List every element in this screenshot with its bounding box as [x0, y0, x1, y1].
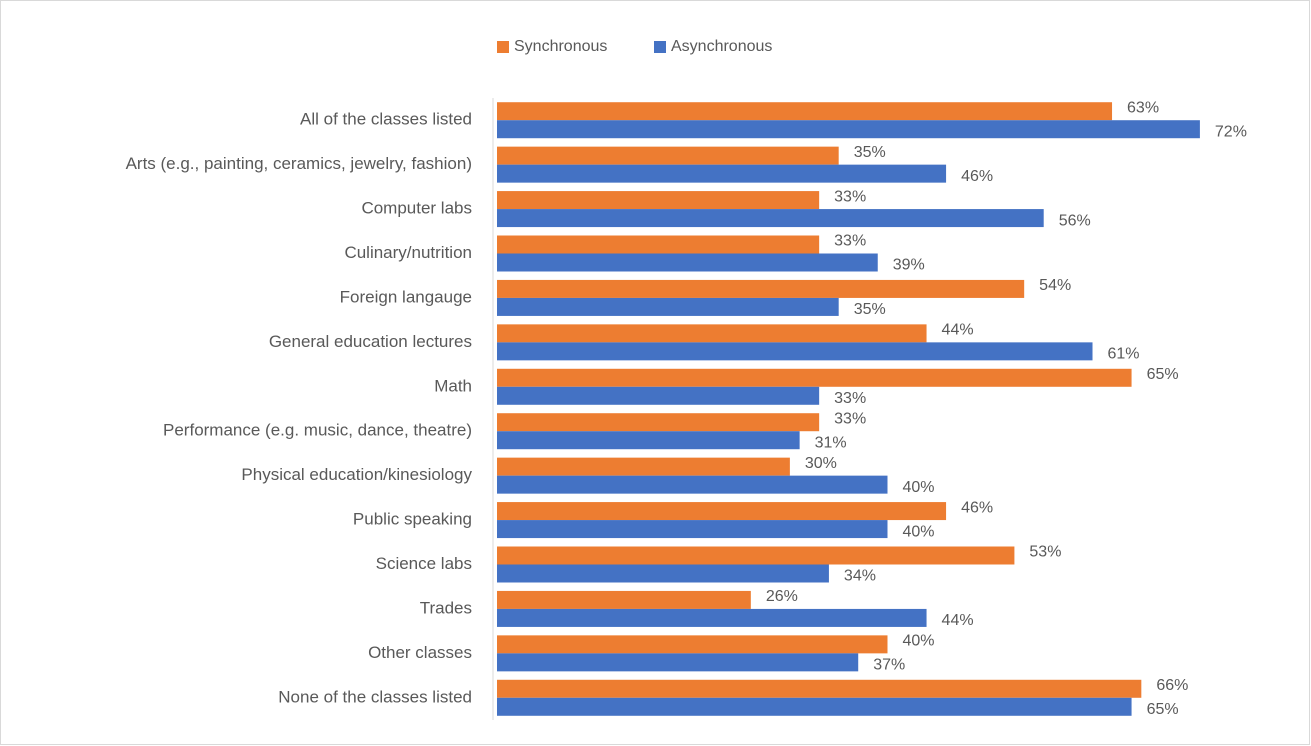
legend-swatch [497, 41, 509, 53]
bar [497, 164, 947, 183]
category-label: General education lectures [269, 332, 472, 351]
bar [497, 386, 820, 405]
value-label: 54% [1039, 277, 1071, 294]
bar [497, 253, 878, 272]
value-label: 61% [1108, 346, 1140, 363]
bar [497, 679, 1142, 698]
value-label: 44% [942, 612, 974, 629]
category-label: All of the classes listed [300, 110, 472, 129]
value-label: 65% [1147, 366, 1179, 383]
value-label: 40% [903, 479, 935, 496]
value-label: 33% [834, 410, 866, 427]
bar [497, 475, 888, 494]
bar [497, 697, 1132, 716]
bar [497, 431, 800, 450]
category-label: Public speaking [353, 510, 472, 529]
bar [497, 590, 751, 609]
bar [497, 546, 1015, 565]
value-label: 26% [766, 588, 798, 605]
value-label: 33% [834, 233, 866, 250]
value-label: 46% [961, 499, 993, 516]
value-label: 46% [961, 168, 993, 185]
category-label: Arts (e.g., painting, ceramics, jewelry,… [126, 154, 472, 173]
category-label: Foreign langauge [340, 287, 472, 306]
category-label: Trades [420, 598, 472, 617]
value-label: 44% [942, 322, 974, 339]
category-label: Science labs [376, 554, 472, 573]
value-label: 40% [903, 633, 935, 650]
bar [497, 297, 839, 316]
value-label: 33% [834, 188, 866, 205]
value-label: 66% [1156, 677, 1188, 694]
category-label: Physical education/kinesiology [241, 465, 472, 484]
bar [497, 324, 927, 343]
bar [497, 120, 1200, 139]
legend-label: Asynchronous [671, 38, 772, 55]
bar [497, 653, 859, 672]
bar [497, 102, 1113, 121]
value-label: 30% [805, 455, 837, 472]
value-label: 40% [903, 523, 935, 540]
bar [497, 279, 1025, 298]
bar [497, 146, 839, 165]
value-label: 33% [834, 390, 866, 407]
bar [497, 209, 1044, 228]
legend-swatch [654, 41, 666, 53]
bar [497, 635, 888, 654]
bar [497, 608, 927, 627]
value-label: 39% [893, 257, 925, 274]
bar [497, 342, 1093, 361]
value-label: 72% [1215, 123, 1247, 140]
legend-label: Synchronous [514, 38, 607, 55]
category-label: Culinary/nutrition [344, 243, 472, 262]
value-label: 35% [854, 301, 886, 318]
bar [497, 235, 820, 254]
bar [497, 191, 820, 210]
bar [497, 413, 820, 432]
bar [497, 564, 829, 583]
value-label: 56% [1059, 212, 1091, 229]
category-label: Math [434, 376, 472, 395]
value-label: 65% [1147, 701, 1179, 718]
value-label: 35% [854, 144, 886, 161]
value-label: 37% [873, 657, 905, 674]
value-label: 31% [815, 434, 847, 451]
bar [497, 368, 1132, 387]
value-label: 63% [1127, 99, 1159, 116]
category-label: Other classes [368, 643, 472, 662]
value-label: 34% [844, 568, 876, 585]
category-label: Computer labs [361, 199, 472, 218]
bar [497, 457, 790, 476]
category-label: Performance (e.g. music, dance, theatre) [163, 421, 472, 440]
bar [497, 502, 947, 521]
category-label: None of the classes listed [278, 687, 472, 706]
bar [497, 520, 888, 539]
value-label: 53% [1029, 544, 1061, 561]
